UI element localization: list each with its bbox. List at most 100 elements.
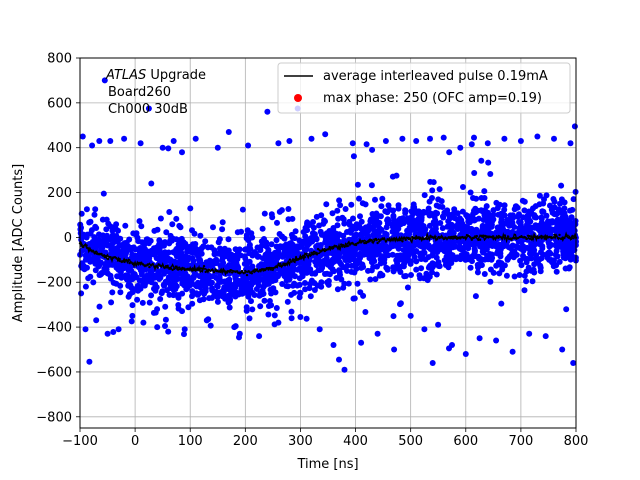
sample-point <box>107 272 114 279</box>
sample-point <box>202 285 209 292</box>
sample-point <box>436 239 443 246</box>
sample-point <box>481 256 488 263</box>
sample-point <box>475 264 481 271</box>
sample-point <box>531 261 538 268</box>
sample-point <box>269 254 276 261</box>
sample-point <box>254 277 261 284</box>
sample-point <box>197 232 204 239</box>
sample-point <box>493 262 500 269</box>
average-pulse-point <box>445 237 449 240</box>
sample-point <box>87 218 94 225</box>
sample-point <box>302 280 308 286</box>
sample-point <box>362 201 369 208</box>
sample-point <box>558 182 565 189</box>
sample-point <box>543 192 550 199</box>
sample-point <box>489 255 496 261</box>
sample-point <box>323 201 330 208</box>
sample-point <box>559 346 566 353</box>
sample-point <box>435 263 442 269</box>
sample-point <box>89 142 96 149</box>
sample-point <box>123 239 130 246</box>
sample-point <box>538 219 545 226</box>
average-pulse-point <box>330 247 333 250</box>
average-pulse-point <box>88 249 92 252</box>
sample-point <box>96 272 103 278</box>
sample-point <box>264 250 271 257</box>
sample-point <box>154 324 161 331</box>
sample-point <box>490 216 497 223</box>
sample-point <box>364 246 371 253</box>
sample-point <box>375 229 382 236</box>
sample-point <box>136 218 143 225</box>
sample-point <box>524 256 531 262</box>
sample-point <box>572 239 579 246</box>
sample-point <box>379 195 386 202</box>
sample-point <box>319 259 326 265</box>
sample-point <box>318 212 325 219</box>
sample-point <box>495 224 502 231</box>
sample-point <box>481 271 488 277</box>
sample-point <box>446 257 453 264</box>
sample-point <box>208 279 215 286</box>
sample-point <box>513 243 520 250</box>
sample-point <box>429 360 436 366</box>
average-pulse-point <box>310 251 313 254</box>
average-pulse-point <box>268 266 272 270</box>
sample-point <box>264 108 271 115</box>
sample-point <box>311 287 318 293</box>
sample-point <box>551 198 558 205</box>
sample-point <box>285 283 292 290</box>
x-tick-label: 300 <box>288 434 313 449</box>
sample-point <box>445 264 452 271</box>
sample-point <box>382 208 389 215</box>
sample-point <box>124 276 130 283</box>
sample-point <box>433 271 440 278</box>
sample-point <box>468 225 475 232</box>
sample-point <box>273 243 280 250</box>
sample-point <box>371 258 378 265</box>
sample-point <box>249 234 256 241</box>
sample-point <box>306 240 312 247</box>
sample-point <box>117 282 124 289</box>
y-tick-label: −800 <box>36 410 72 425</box>
sample-point <box>148 276 155 283</box>
sample-point <box>288 315 295 322</box>
sample-point <box>296 275 303 282</box>
sample-point <box>190 273 197 280</box>
sample-point <box>351 256 357 263</box>
sample-point <box>179 308 185 315</box>
x-tick-label: 500 <box>398 434 423 449</box>
average-pulse-point <box>551 236 555 239</box>
sample-point <box>372 276 379 283</box>
sample-point <box>166 291 173 298</box>
average-pulse-point <box>361 239 364 243</box>
average-pulse-point <box>351 242 354 245</box>
sample-point <box>291 235 298 242</box>
sample-point <box>214 293 221 300</box>
sample-point <box>501 135 508 142</box>
sample-point <box>288 308 295 315</box>
sample-point <box>530 205 536 212</box>
sample-point <box>570 360 577 366</box>
sample-point <box>303 315 310 322</box>
average-pulse-point <box>176 267 179 271</box>
sample-point <box>530 242 537 249</box>
sample-point <box>272 249 279 256</box>
average-pulse-point <box>401 240 404 243</box>
sample-point <box>451 215 458 222</box>
sample-point <box>402 210 409 216</box>
average-pulse-point <box>435 238 439 241</box>
average-pulse-point <box>376 241 379 245</box>
average-pulse-point <box>331 245 335 249</box>
sample-point <box>212 249 218 256</box>
sample-point <box>545 223 552 229</box>
average-pulse-point <box>118 257 121 261</box>
sample-point <box>207 322 214 329</box>
sample-point <box>211 260 217 267</box>
sample-point <box>82 283 89 290</box>
average-pulse-point <box>300 255 303 259</box>
legend-box <box>277 62 571 114</box>
sample-point <box>136 250 143 257</box>
average-pulse-point <box>492 235 495 238</box>
average-pulse-point <box>568 236 571 239</box>
